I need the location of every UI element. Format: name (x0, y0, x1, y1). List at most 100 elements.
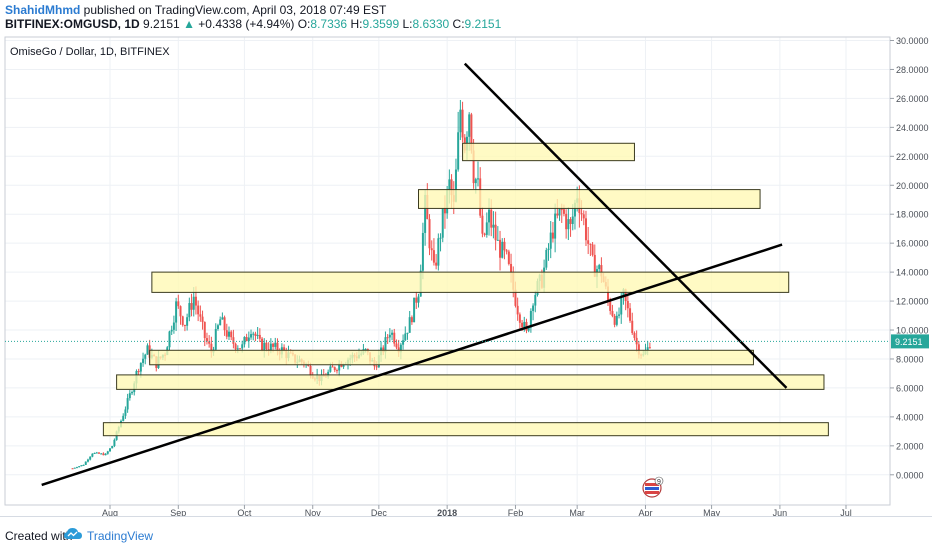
candle-body (335, 370, 338, 372)
candle-body (483, 233, 486, 235)
price-tick-label: 12.0000 (896, 297, 929, 307)
candle-body (571, 216, 574, 224)
zone-rect[interactable] (418, 189, 761, 209)
candle-body (510, 263, 513, 273)
candle-body (435, 262, 438, 266)
candle-body (227, 331, 230, 337)
candle-body (448, 179, 451, 190)
candle-body (86, 459, 89, 462)
cloud-logo-icon[interactable] (64, 527, 82, 541)
time-tick-label: Feb (508, 508, 524, 516)
price-axis[interactable]: 0.0000 2.0000 4.0000 6.0000 8.0000 10.0000 12.… (889, 36, 929, 505)
candle-body (481, 215, 484, 234)
candle-body (507, 251, 510, 264)
candle-body (388, 334, 391, 338)
last-price-tag (891, 334, 929, 349)
candle-body (547, 248, 550, 251)
candle-body (329, 366, 332, 372)
candle-body (569, 219, 572, 224)
candle-body (243, 337, 246, 345)
candle-body (454, 169, 457, 202)
zone-rect[interactable] (151, 271, 790, 293)
candle-body (175, 301, 178, 323)
candle-body (584, 218, 587, 241)
trendline[interactable] (41, 243, 783, 487)
low-value: 8.6330 (412, 17, 450, 31)
support-resistance-zones[interactable] (102, 142, 829, 437)
candle-body (122, 415, 125, 421)
zone-rect[interactable] (462, 142, 635, 162)
candle-body (100, 453, 103, 455)
created-with-label: Created with (5, 529, 73, 543)
candle-body (254, 333, 257, 336)
symbol-label: BITFINEX:OMGUSD, 1D (5, 17, 140, 31)
candle-body (263, 342, 266, 351)
event-flag-icon[interactable]: 9 (642, 476, 664, 498)
price-tick-label: 4.0000 (896, 412, 924, 422)
time-tick-label: Apr (638, 508, 652, 516)
candle-body (186, 317, 189, 326)
candle-body (551, 232, 554, 239)
candle-body (437, 238, 440, 266)
candle-body (633, 333, 636, 338)
time-axis[interactable]: Aug Sep Oct Nov Dec 2018 Feb Mar Apr May Jun Jul (5, 504, 890, 516)
price-tick-label: 8.0000 (896, 354, 924, 364)
candle-body (457, 132, 460, 170)
zone-rect[interactable] (102, 422, 829, 437)
trendlines[interactable] (41, 62, 788, 487)
candle-body (415, 297, 418, 303)
candle-body (208, 341, 211, 344)
candle-body (183, 324, 186, 326)
price-tick-label: 30.0000 (896, 36, 929, 46)
candle-body (113, 439, 116, 446)
candle-body (97, 452, 100, 454)
candle-body (232, 337, 235, 344)
candle-body (261, 338, 264, 351)
candle-body (609, 300, 612, 311)
candle-body (521, 322, 524, 328)
candle-body (408, 317, 411, 333)
author-name[interactable]: ShahidMhmd (5, 3, 81, 17)
candle-body (276, 342, 279, 352)
candle-body (142, 358, 145, 363)
candle-body (234, 343, 237, 350)
price-tick-label: 24.0000 (896, 123, 929, 133)
time-tick-label: Nov (305, 508, 322, 516)
candle-body (179, 306, 182, 317)
price-tick-label: 2.0000 (896, 441, 924, 451)
time-tick-label: Sep (170, 508, 186, 516)
candle-body (485, 222, 488, 235)
price-chart[interactable]: OmiseGo / Dollar, 1D, BITFINEX 0.0000 2.0… (0, 0, 932, 516)
candle-body (474, 179, 477, 184)
candle-body (265, 342, 268, 350)
candle-body (223, 317, 226, 331)
candle-body (558, 209, 561, 216)
candle-body (75, 467, 78, 469)
candle-body (514, 289, 517, 306)
last-price: 9.2151 (143, 17, 180, 31)
candle-body (73, 467, 76, 469)
candle-body (549, 232, 552, 249)
candle-body (386, 337, 389, 339)
zone-rect[interactable] (149, 349, 754, 366)
candle-body (78, 466, 81, 468)
candle-body (71, 468, 74, 470)
high-label: H: (350, 17, 363, 31)
candle-body (598, 265, 601, 270)
last-price-label: 9.2151 (895, 337, 923, 347)
tradingview-brand[interactable]: TradingView (87, 529, 154, 543)
zone-rect[interactable] (116, 374, 825, 390)
time-tick-label: May (703, 508, 721, 516)
candle-body (430, 248, 433, 251)
trendline[interactable] (463, 62, 788, 389)
candle-body (573, 202, 576, 217)
candle-body (252, 333, 255, 335)
candle-body (309, 365, 312, 376)
svg-text:9: 9 (657, 479, 661, 486)
candle-body (629, 308, 632, 321)
candle-body (256, 334, 259, 336)
open-value: 8.7336 (310, 17, 348, 31)
candle-body (615, 315, 618, 325)
candle-body (600, 265, 603, 277)
candle-body (331, 366, 334, 368)
